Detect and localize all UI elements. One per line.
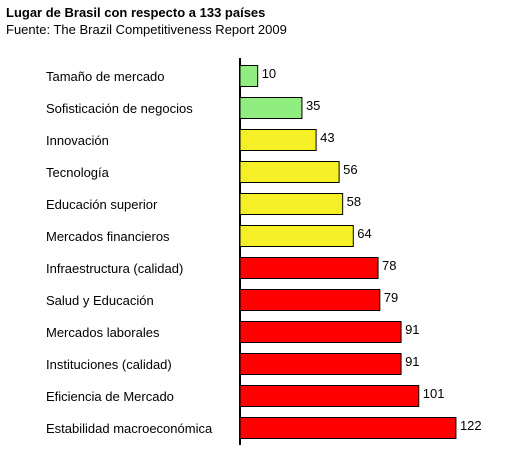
bar <box>239 353 402 375</box>
category-label: Estabilidad macroeconómica <box>46 421 213 436</box>
data-label: 64 <box>357 226 371 241</box>
bar <box>239 289 381 311</box>
category-label: Mercados laborales <box>46 325 160 340</box>
data-label: 101 <box>423 386 445 401</box>
bar <box>239 225 354 247</box>
bar <box>239 65 259 87</box>
bar <box>239 97 303 119</box>
bar <box>239 193 344 215</box>
category-label: Sofisticación de negocios <box>46 101 193 116</box>
data-label: 122 <box>460 418 482 433</box>
data-label: 35 <box>306 98 320 113</box>
category-label: Tamaño de mercado <box>46 69 165 84</box>
category-label: Innovación <box>46 133 109 148</box>
data-label: 79 <box>384 290 398 305</box>
data-label: 43 <box>320 130 334 145</box>
data-label: 56 <box>343 162 357 177</box>
data-label: 91 <box>405 354 419 369</box>
category-label: Infraestructura (calidad) <box>46 261 183 276</box>
data-label: 91 <box>405 322 419 337</box>
chart-title: Lugar de Brasil con respecto a 133 paíse… <box>6 5 266 20</box>
data-label: 58 <box>347 194 361 209</box>
category-label: Salud y Educación <box>46 293 154 308</box>
bar <box>239 385 420 407</box>
category-label: Instituciones (calidad) <box>46 357 172 372</box>
category-label: Eficiencia de Mercado <box>46 389 174 404</box>
bar <box>239 321 402 343</box>
category-label: Mercados financieros <box>46 229 170 244</box>
data-label: 10 <box>262 66 276 81</box>
category-label: Tecnología <box>46 165 110 180</box>
category-label: Educación superior <box>46 197 158 212</box>
chart-subtitle: Fuente: The Brazil Competitiveness Repor… <box>6 22 287 37</box>
data-label: 78 <box>382 258 396 273</box>
bar <box>239 129 317 151</box>
bar <box>239 257 379 279</box>
bar <box>239 417 457 439</box>
bar <box>239 161 340 183</box>
